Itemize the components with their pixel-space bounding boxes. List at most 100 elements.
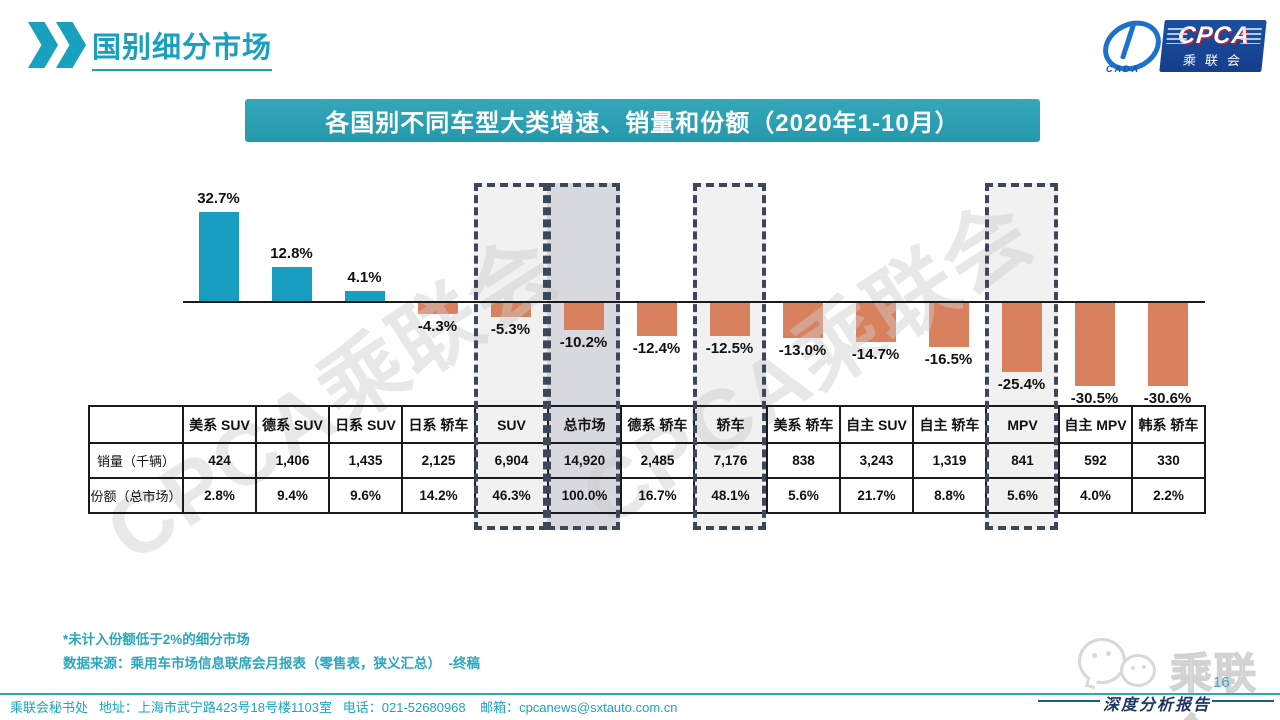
table-cell-sales: 1,319 [914, 444, 987, 479]
table-col-header: 韩系 轿车 [1133, 407, 1206, 444]
table-cell-sales: 424 [184, 444, 257, 479]
table-row-label: 份额（总市场） [90, 479, 184, 514]
table-col-header: 德系 SUV [257, 407, 330, 444]
table-cell-sales: 838 [768, 444, 841, 479]
highlight-column-outline [985, 183, 1058, 530]
table-cell-sales: 3,243 [841, 444, 914, 479]
page-title: 国别细分市场 [92, 24, 273, 71]
table-cell-share: 2.8% [184, 479, 257, 514]
growth-value-label: -14.7% [851, 346, 900, 364]
highlight-column-outline [547, 183, 620, 530]
table-col-header: 自主 SUV [841, 407, 914, 444]
table-cell-share: 4.0% [1060, 479, 1133, 514]
table-col-header: 美系 SUV [184, 407, 257, 444]
chat-bubble-icon [1120, 654, 1156, 687]
growth-value-label: -30.6% [1143, 390, 1192, 408]
table-col-header: 自主 MPV [1060, 407, 1133, 444]
divider-line [1038, 700, 1100, 702]
growth-bar [1001, 302, 1042, 372]
table-cell-share: 9.6% [330, 479, 403, 514]
growth-value-label: -30.5% [1070, 389, 1119, 407]
table-cell-sales: 14,920 [549, 444, 622, 479]
report-type-label: 深度分析报告 [1103, 697, 1212, 714]
wechat-logo-icon [1078, 634, 1170, 694]
growth-bar [1074, 302, 1115, 386]
data-source-note: 数据来源：乘用车市场信息联席会月报表（零售表，狭义汇总） -终稿 [63, 656, 480, 671]
highlight-column-bg [474, 183, 547, 530]
footnote: *未计入份额低于2%的细分市场 [63, 632, 250, 647]
eye-dot [1092, 653, 1097, 658]
growth-value-label: -12.4% [632, 340, 681, 358]
growth-value-label: -13.0% [778, 341, 827, 359]
growth-bar [1147, 302, 1188, 387]
growth-bar [855, 302, 896, 343]
table-cell-sales: 1,406 [257, 444, 330, 479]
bubble-tail [1084, 676, 1098, 690]
table-cell-share: 14.2% [403, 479, 476, 514]
growth-bar [782, 302, 823, 338]
table-col-header: MPV [987, 407, 1060, 444]
table-cell-share: 48.1% [695, 479, 768, 514]
chart-title-banner: 各国别不同车型大类增速、销量和份额（2020年1-10月） [245, 99, 1040, 142]
highlight-column-outline [474, 183, 547, 530]
table-cell-share: 5.6% [768, 479, 841, 514]
table-cell-share: 2.2% [1133, 479, 1206, 514]
growth-bar [563, 302, 604, 331]
table-col-header: 德系 轿车 [622, 407, 695, 444]
table-cell-share: 5.6% [987, 479, 1060, 514]
eye-dot [1106, 651, 1111, 656]
cpca-logo: CADA CPCA 乘联会 [1094, 10, 1267, 82]
table-col-header: 轿车 [695, 407, 768, 444]
growth-bar [271, 266, 312, 302]
table-col-header: 总市场 [549, 407, 622, 444]
table-col-header: 日系 SUV [330, 407, 403, 444]
table-cell-sales: 841 [987, 444, 1060, 479]
highlight-column-outline [693, 183, 766, 530]
growth-value-label: 4.1% [347, 268, 382, 286]
growth-value-label: -4.3% [417, 317, 458, 335]
eye-dot [1142, 665, 1146, 669]
highlight-column-bg [693, 183, 766, 530]
table-cell-sales: 1,435 [330, 444, 403, 479]
table-cell-share: 21.7% [841, 479, 914, 514]
divider-line [1212, 700, 1274, 702]
chat-bubble-icon [1078, 638, 1126, 684]
growth-bar [928, 302, 969, 348]
growth-value-label: -5.3% [490, 320, 531, 338]
table-cell-sales: 330 [1133, 444, 1206, 479]
growth-bar [198, 212, 239, 302]
eye-dot [1131, 666, 1135, 670]
table-row-label: 销量（千辆） [90, 444, 184, 479]
growth-bar [636, 302, 677, 337]
growth-value-label: -10.2% [559, 334, 608, 352]
growth-bar [344, 290, 385, 302]
cpca-emblem-caption: CADA [1106, 64, 1140, 74]
table-cell-share: 8.8% [914, 479, 987, 514]
growth-value-label: 32.7% [197, 190, 240, 208]
table-col-header: 美系 轿车 [768, 407, 841, 444]
table-cell-sales: 2,485 [622, 444, 695, 479]
footer-contact-bar: 乘联会秘书处 地址：上海市武宁路423号18号楼1103室 电话：021-526… [0, 693, 1280, 720]
growth-value-label: -12.5% [705, 340, 754, 358]
table-cell-sales: 2,125 [403, 444, 476, 479]
growth-value-label: 12.8% [270, 244, 313, 262]
growth-bar [417, 302, 458, 314]
growth-value-label: -25.4% [997, 375, 1046, 393]
page-number: 16 [1213, 674, 1230, 691]
growth-value-label: -16.5% [924, 351, 973, 369]
highlight-column-bg [547, 183, 620, 530]
table-cell-sales: 7,176 [695, 444, 768, 479]
table-cell-share: 9.4% [257, 479, 330, 514]
growth-bar [709, 302, 750, 337]
data-table: 美系 SUV 德系 SUV 日系 SUV 日系 轿车 SUV 总市场 德系 轿车 轿车 美系 轿… [88, 405, 1206, 514]
table-col-header: 自主 轿车 [914, 407, 987, 444]
table-corner-cell [90, 407, 184, 444]
table-cell-sales: 592 [1060, 444, 1133, 479]
table-col-header: 日系 轿车 [403, 407, 476, 444]
table-cell-share: 16.7% [622, 479, 695, 514]
table-cell-share: 100.0% [549, 479, 622, 514]
wechat-account-name: 乘联会 [1169, 649, 1259, 720]
growth-bar [490, 302, 531, 317]
